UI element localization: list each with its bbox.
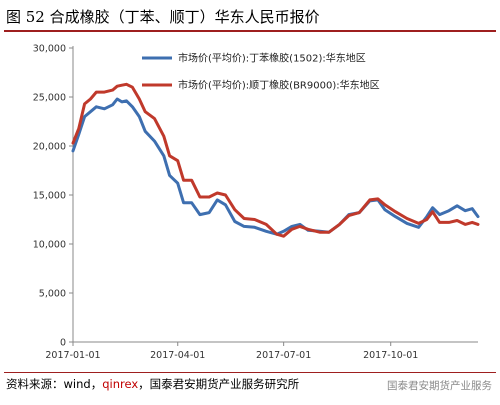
source-suffix: ，国泰君安期货产业服务研究所 xyxy=(138,377,300,391)
chart-series xyxy=(71,82,480,238)
y-tick-label: 5,000 xyxy=(39,289,66,300)
x-tick-label: 2017-04-01 xyxy=(150,350,205,361)
y-tick-label: 30,000 xyxy=(33,44,66,55)
y-tick-label: 15,000 xyxy=(33,191,66,202)
x-tick-label: 2017-07-01 xyxy=(256,350,311,361)
series-line-1 xyxy=(71,97,480,236)
y-tick-label: 10,000 xyxy=(33,240,66,251)
y-tick-label: 25,000 xyxy=(33,93,66,104)
source-highlight: qinrex xyxy=(102,377,139,391)
y-tick-label: 20,000 xyxy=(33,142,66,153)
chart-legend: 市场价(平均价):丁苯橡胶(1502):华东地区市场价(平均价):顺丁橡胶(BR… xyxy=(142,52,380,92)
watermark-text: 国泰君安期货产业服务 xyxy=(387,380,492,392)
source-divider xyxy=(4,372,496,373)
series-line-2 xyxy=(71,82,480,238)
x-tick-label: 2017-01-01 xyxy=(45,350,100,361)
figure-title: 图 52 合成橡胶（丁苯、顺丁）华东人民币报价 xyxy=(6,8,320,26)
source-prefix: 资料来源：wind， xyxy=(6,377,103,391)
y-tick-labels: 0 5,000 10,000 15,000 20,000 25,000 30,000 xyxy=(33,44,66,349)
title-divider xyxy=(4,30,496,32)
y-tick-label: 0 xyxy=(60,338,66,349)
x-tick-labels: 2017-01-01 2017-04-01 2017-07-01 2017-10-01 xyxy=(45,350,418,361)
chart-axes xyxy=(69,46,478,346)
legend-label-1: 市场价(平均价):丁苯橡胶(1502):华东地区 xyxy=(178,52,366,65)
line-chart: 0 5,000 10,000 15,000 20,000 25,000 30,000 201… xyxy=(33,44,480,361)
legend-label-2: 市场价(平均价):顺丁橡胶(BR9000):华东地区 xyxy=(178,79,380,92)
source-note: 资料来源：wind，qinrex，国泰君安期货产业服务研究所 xyxy=(6,376,299,392)
x-tick-label: 2017-10-01 xyxy=(363,350,418,361)
